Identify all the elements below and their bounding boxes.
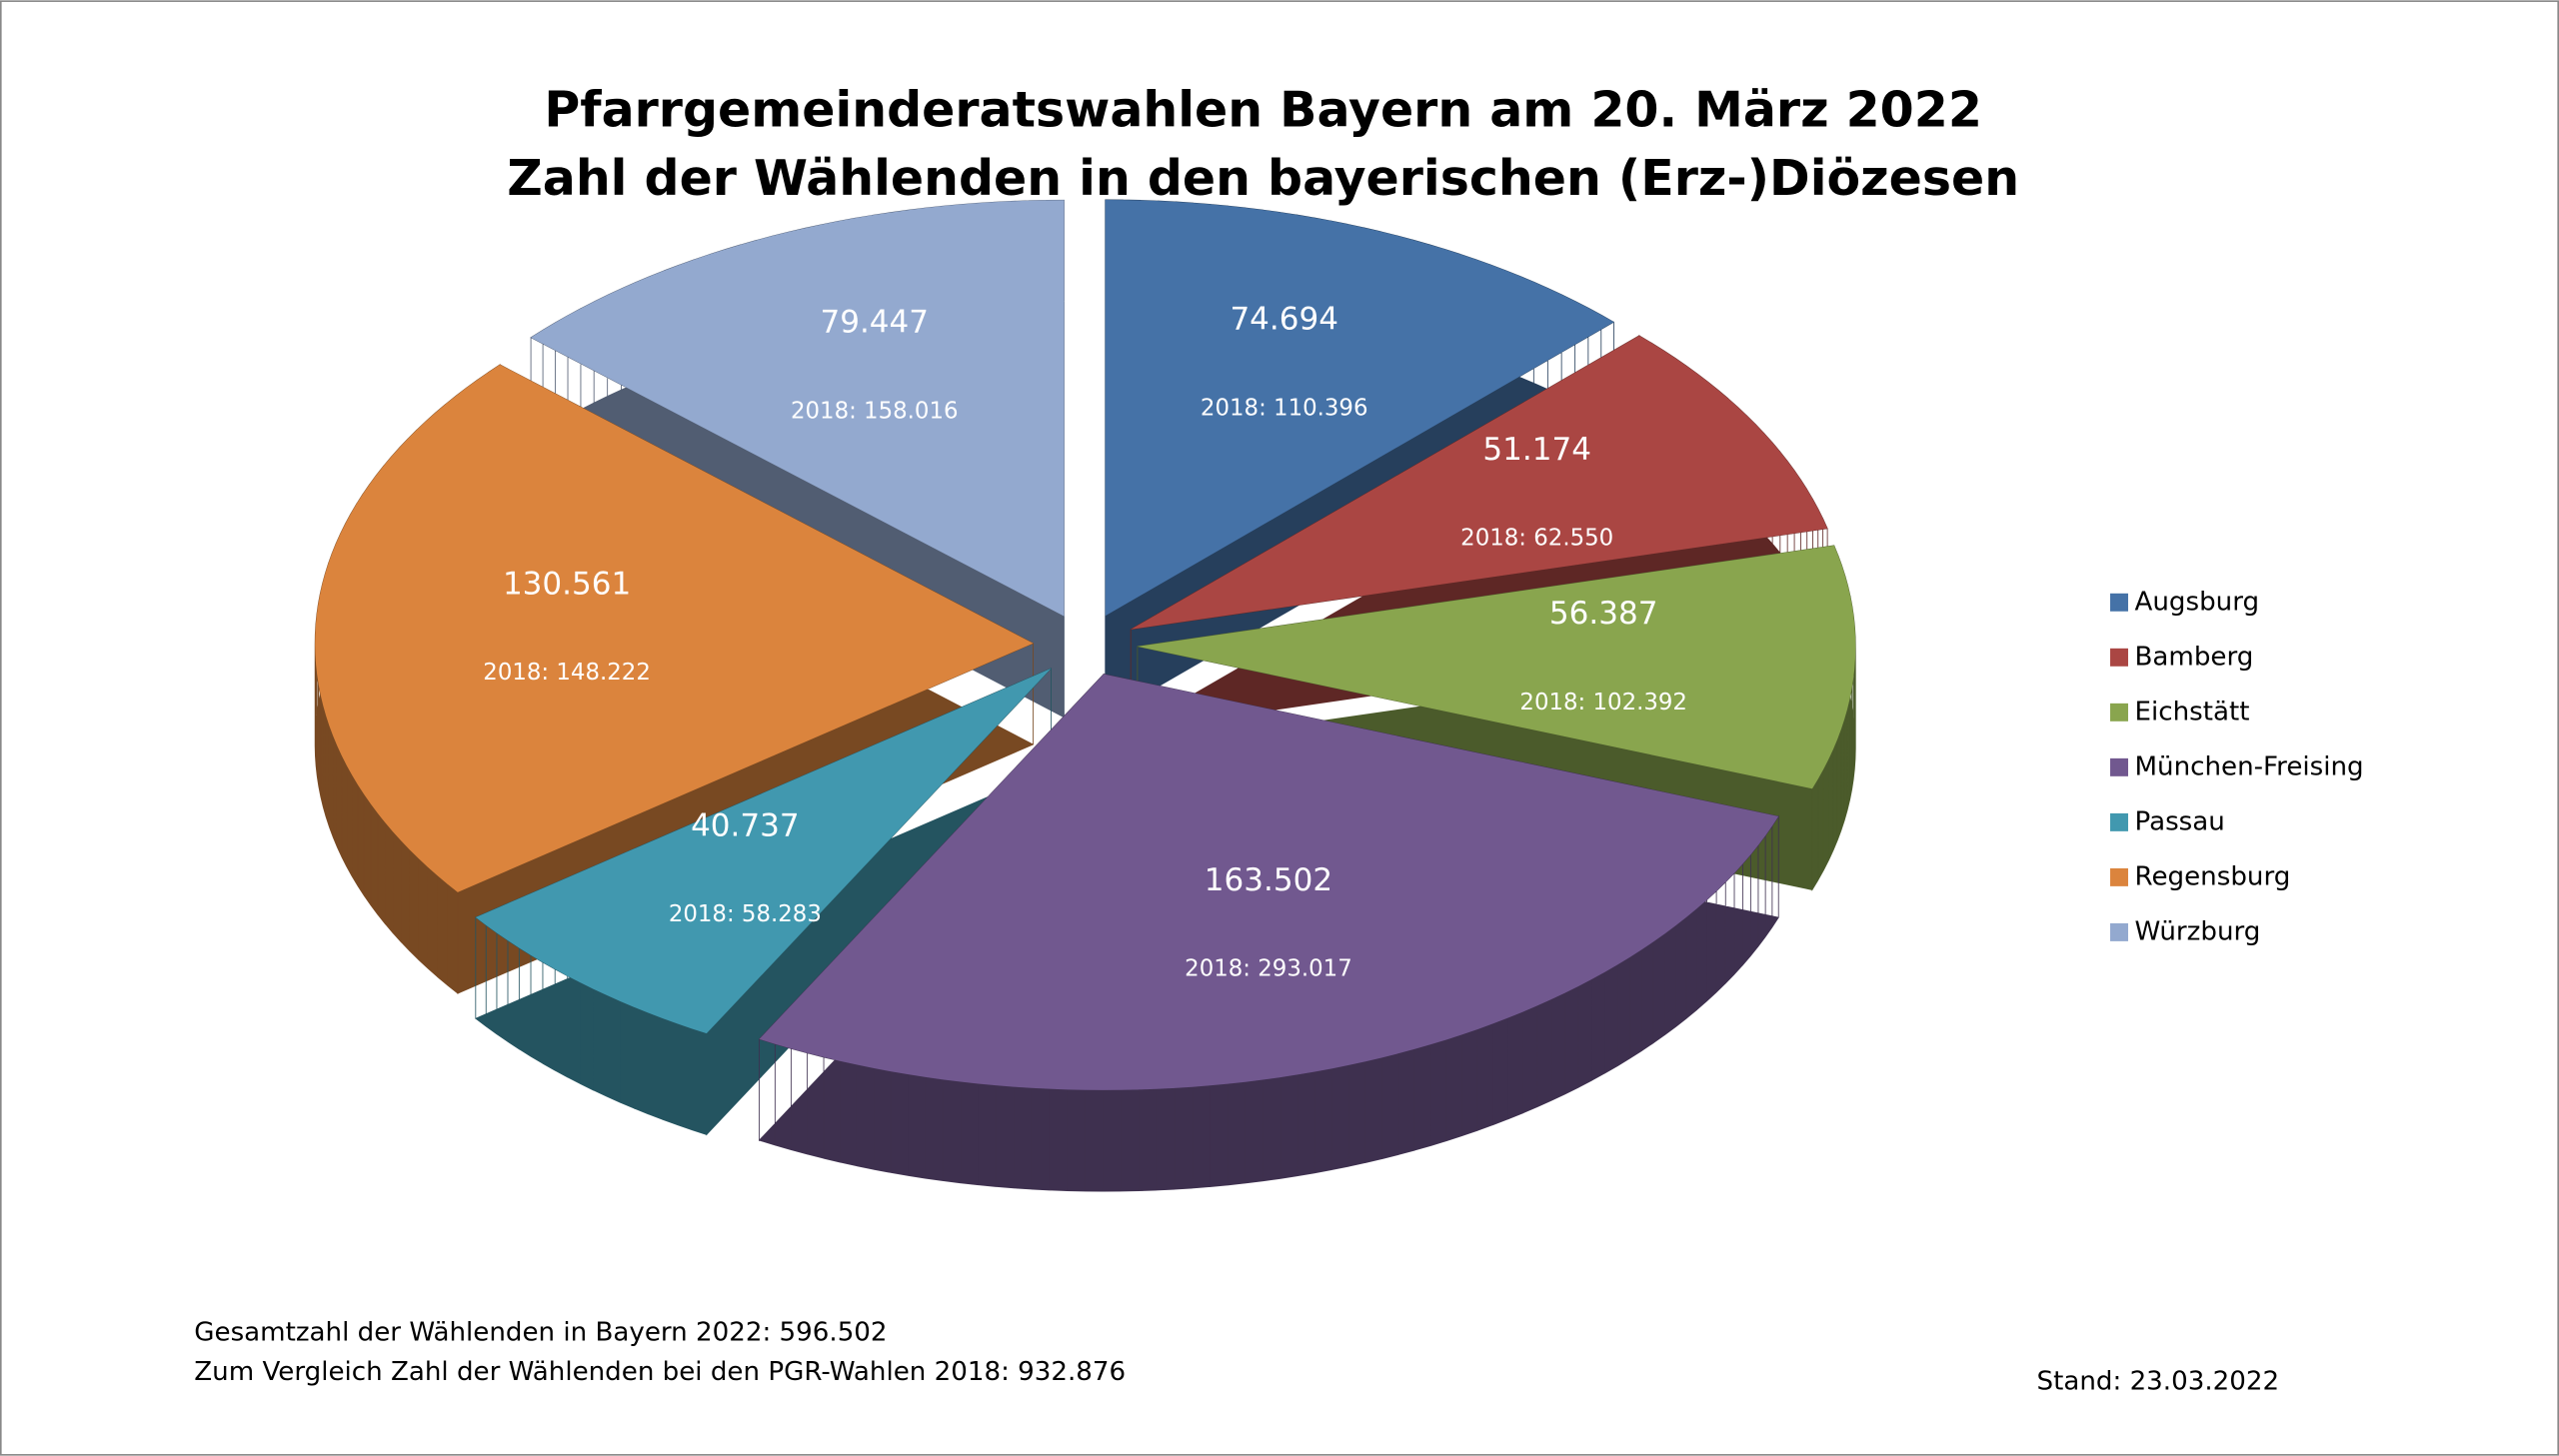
pie: 74.694 2018: 110.396 79.447 2018: 158.016 51… [314,199,1856,1192]
legend-swatch [2110,703,2128,722]
legend-swatch [2110,867,2128,886]
chart-title: Pfarrgemeinderatswahlen Bayern am 20. Mä… [544,81,1981,138]
legend-swatch [2110,757,2128,776]
label-2018: 2018: 293.017 [1185,956,1352,982]
slice [1137,545,1856,789]
value-label: 163.502 [1205,862,1332,898]
legend-label: Bamberg [2135,642,2254,672]
stand: Stand: 23.03.2022 [2037,1367,2280,1397]
slice [475,668,1052,1034]
value-label: 51.174 [1482,432,1591,468]
legend-label: München-Freising [2135,751,2364,781]
legend-label: Passau [2135,806,2225,836]
slice [1105,199,1614,617]
note: Gesamtzahl der Wählenden in Bayern 2022:… [194,1318,887,1348]
legend-swatch [2110,812,2128,831]
label-2018: 2018: 148.222 [483,660,651,686]
legend-label: Würzburg [2135,916,2261,946]
label-2018: 2018: 110.396 [1201,395,1368,421]
chart-subtitle: Zahl der Wählenden in den bayerischen (E… [507,150,2019,207]
slice [315,364,1034,892]
slice [531,200,1065,617]
legend: Augsburg Bamberg Eichstätt München-Freising… [2110,587,2364,946]
legend-swatch [2110,648,2128,667]
value-label: 40.737 [691,808,800,844]
slice [759,674,1779,1090]
legend-swatch [2110,593,2128,612]
legend-swatch [2110,922,2128,941]
label-2018: 2018: 102.392 [1519,690,1687,716]
label-2018: 2018: 158.016 [791,398,959,424]
note: Zum Vergleich Zahl der Wählenden bei den… [194,1357,1126,1387]
value-label: 130.561 [503,567,631,603]
legend-label: Regensburg [2135,861,2291,891]
slice [1131,335,1828,630]
label-2018: 2018: 62.550 [1460,526,1613,552]
value-label: 74.694 [1230,302,1338,338]
label-2018: 2018: 58.283 [669,901,822,927]
value-label: 79.447 [820,305,929,341]
value-label: 56.387 [1549,596,1658,632]
legend-label: Eichstätt [2135,697,2250,727]
legend-label: Augsburg [2135,587,2260,617]
